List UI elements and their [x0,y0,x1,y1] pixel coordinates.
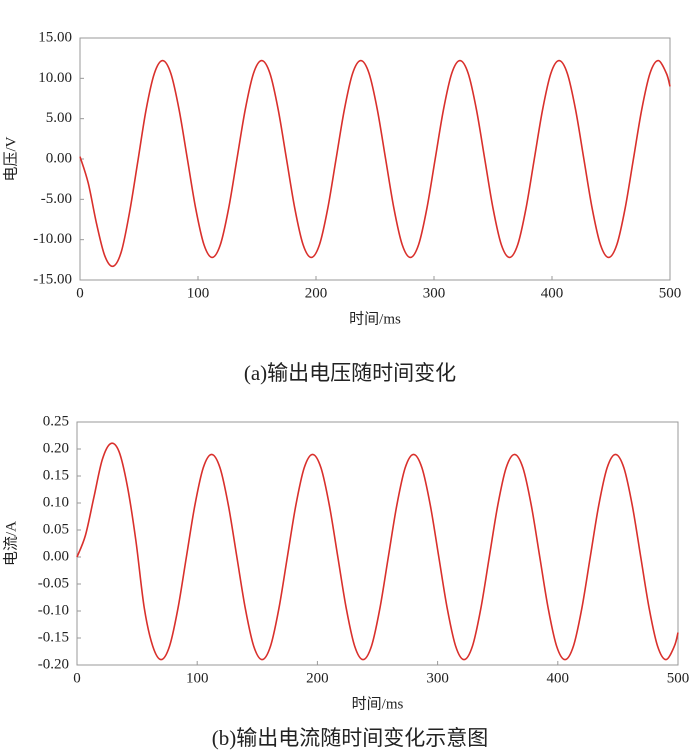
y-tick-label: -15.00 [33,271,72,287]
y-tick-label: -0.05 [38,575,69,591]
y-tick-label: 5.00 [46,110,72,126]
x-tick-label: 300 [423,285,446,301]
x-tick-label: 500 [667,670,690,686]
x-tick-label: 500 [659,285,682,301]
y-tick-label: 15.00 [38,29,72,45]
x-tick-label: 200 [305,285,328,301]
y-tick-label: 0.10 [43,494,69,510]
y-tick-label: 10.00 [38,70,72,86]
x-tick-label: 0 [76,285,84,301]
x-tick-label: 400 [541,285,564,301]
x-axis-label: 时间/ms [352,695,404,712]
x-tick-label: 0 [73,670,81,686]
y-tick-label: 0.20 [43,440,69,456]
caption: (a)输出电压随时间变化 [244,361,456,385]
data-line [79,59,671,268]
x-tick-label: 300 [426,670,449,686]
x-tick-label: 200 [306,670,329,686]
x-tick-label: 100 [187,285,210,301]
y-tick-label: -10.00 [33,231,72,247]
y-tick-label: -5.00 [41,191,72,207]
x-tick-label: 100 [186,670,209,686]
y-axis-label: 电流/A [2,521,19,566]
y-axis-label: 电压/V [2,136,19,181]
y-tick-label: 0.05 [43,521,69,537]
x-axis-label: 时间/ms [349,310,401,327]
y-tick-label: -0.10 [38,602,69,618]
plot-frame [79,37,671,281]
y-tick-label: -0.15 [38,629,69,645]
y-tick-label: 0.00 [46,150,72,166]
y-tick-label: 0.00 [43,548,69,564]
plot-frame [76,421,679,666]
data-line [76,442,679,661]
y-tick-label: -0.20 [38,656,69,672]
x-tick-label: 400 [547,670,570,686]
y-tick-label: 0.15 [43,467,69,483]
y-tick-label: 0.25 [43,413,69,429]
caption: (b)输出电流随时间变化示意图 [212,726,489,750]
